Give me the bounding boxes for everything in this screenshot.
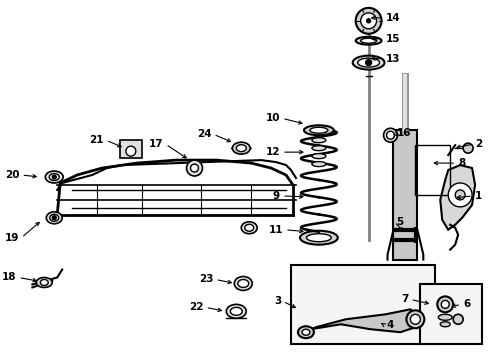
Ellipse shape [299,231,337,245]
Text: 13: 13 [385,54,399,64]
Circle shape [436,296,452,312]
Ellipse shape [306,234,331,242]
Circle shape [406,310,424,328]
Ellipse shape [241,222,257,234]
Circle shape [462,143,472,153]
Bar [290,265,434,344]
Ellipse shape [355,37,381,45]
Text: 16: 16 [396,128,410,138]
Text: 14: 14 [385,13,399,23]
Text: 22: 22 [188,302,203,312]
Ellipse shape [236,145,246,152]
Circle shape [454,190,464,200]
Ellipse shape [439,322,449,327]
Ellipse shape [49,174,59,180]
Text: 20: 20 [5,170,20,180]
Circle shape [355,8,381,34]
Ellipse shape [46,212,62,224]
Text: 7: 7 [400,294,407,305]
Ellipse shape [311,154,325,159]
Bar [414,145,449,195]
Ellipse shape [244,224,253,231]
Ellipse shape [45,171,63,183]
Text: 18: 18 [2,273,17,283]
Ellipse shape [309,127,327,133]
Circle shape [440,300,448,309]
Ellipse shape [302,329,309,335]
Ellipse shape [297,326,313,338]
Ellipse shape [226,304,246,318]
Ellipse shape [311,146,325,150]
Text: 8: 8 [457,158,465,168]
Text: 21: 21 [89,135,104,145]
Circle shape [125,146,136,156]
Circle shape [447,183,471,207]
Ellipse shape [311,162,325,167]
Text: 4: 4 [386,320,393,330]
Circle shape [52,175,56,179]
Ellipse shape [352,56,384,69]
Ellipse shape [230,307,242,315]
Ellipse shape [237,279,248,287]
Ellipse shape [232,142,250,154]
Ellipse shape [40,279,48,285]
Text: 19: 19 [5,233,20,243]
Ellipse shape [50,214,59,221]
Text: 1: 1 [474,191,481,201]
Bar [393,130,417,260]
Text: 23: 23 [199,274,213,284]
Circle shape [366,19,370,23]
Text: 10: 10 [265,113,280,123]
Circle shape [360,13,376,29]
Ellipse shape [36,278,52,287]
Ellipse shape [304,125,333,135]
Ellipse shape [357,58,379,67]
Circle shape [190,164,198,172]
Bar [120,140,142,158]
Text: 2: 2 [474,139,481,149]
Text: 12: 12 [265,147,280,157]
Circle shape [386,131,394,139]
Ellipse shape [437,314,451,320]
Text: 9: 9 [272,191,280,201]
Ellipse shape [311,138,325,143]
Text: 3: 3 [273,296,281,306]
Circle shape [186,160,202,176]
Text: 24: 24 [196,129,211,139]
Text: 6: 6 [462,300,469,309]
Text: 17: 17 [149,139,163,149]
Ellipse shape [360,38,376,43]
Circle shape [52,216,56,220]
Circle shape [409,314,420,324]
Text: 5: 5 [396,217,403,227]
Circle shape [452,314,462,324]
Circle shape [383,128,397,142]
Text: 11: 11 [268,225,283,235]
Ellipse shape [234,276,252,291]
Polygon shape [439,165,474,230]
Bar [420,284,481,344]
Text: 15: 15 [385,34,399,44]
Circle shape [365,60,371,66]
Polygon shape [300,309,420,334]
